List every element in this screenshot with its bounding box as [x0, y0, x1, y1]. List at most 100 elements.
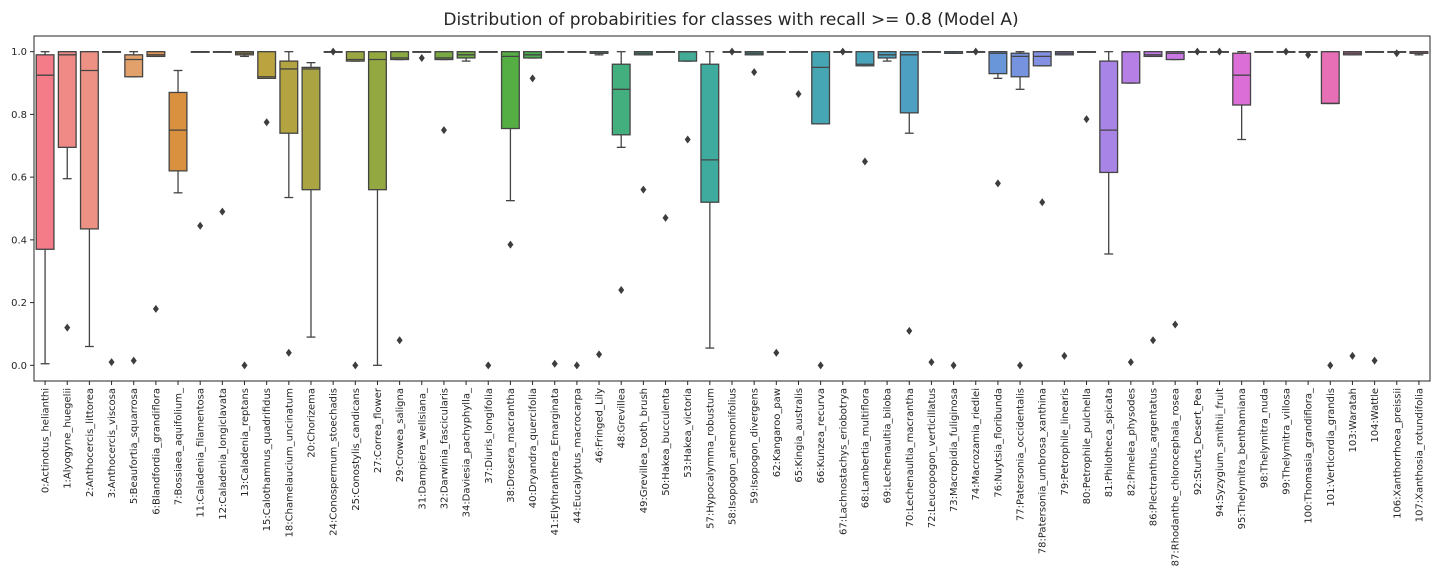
outlier-point — [839, 47, 846, 56]
y-tick-label: 0.4 — [11, 235, 27, 246]
box-iqr — [279, 60, 299, 134]
box-24 — [567, 51, 587, 370]
box-47 — [1077, 51, 1097, 124]
box-0 — [35, 51, 55, 365]
x-tick-label: 87:Rhodanthe_chlorocephala_rosea — [1171, 388, 1182, 566]
x-tick-label: 76:Nuytsia_floribunda — [993, 388, 1004, 498]
x-tick-label: 78:Patersonia_umbrosa_xanthina — [1038, 388, 1049, 554]
box-48 — [1099, 51, 1119, 255]
box-43 — [988, 51, 1008, 188]
box-iqr — [146, 51, 166, 58]
outlier-point — [1172, 320, 1179, 329]
x-tick-label: 38:Drosera_macrantha — [506, 388, 517, 503]
outlier-point — [906, 326, 913, 335]
y-tick-label: 0.0 — [11, 361, 27, 372]
x-tick-label: 106:Xanthorrhoea_preissii — [1392, 388, 1403, 519]
box-45 — [1032, 51, 1052, 207]
box-6 — [168, 69, 188, 194]
outlier-point — [1349, 351, 1356, 360]
box-20 — [478, 51, 498, 370]
box-25 — [589, 51, 609, 359]
outlier-point — [1127, 358, 1134, 367]
outlier-point — [64, 323, 71, 332]
box-36 — [833, 47, 853, 56]
outlier-point — [1371, 356, 1378, 365]
x-tick-label: 37:Diuris_longifolia — [484, 388, 495, 484]
x-tick-label: 58:Isopogon_anemonifolius — [728, 388, 739, 525]
box-5 — [146, 51, 166, 313]
outlier-point — [972, 47, 979, 56]
box-iqr — [678, 51, 698, 62]
box-iqr — [168, 91, 188, 172]
box-40 — [921, 51, 941, 367]
outlier-point — [507, 240, 514, 249]
box-iqr — [1121, 51, 1141, 84]
x-axis: 0:Actinotus_helianthi 1:Alyogyne_huegelii… — [41, 381, 1425, 566]
outlier-point — [861, 157, 868, 166]
x-tick-label: 69:Lechenaultia_biloba — [883, 388, 894, 504]
box-38 — [877, 51, 897, 62]
x-tick-label: 49:Grevillea_tooth_brush — [639, 388, 650, 513]
box-iqr — [1232, 52, 1252, 106]
box-59 — [1342, 51, 1362, 360]
x-tick-label: 92:Sturts_Desert_Pea — [1193, 388, 1204, 495]
outlier-point — [928, 358, 935, 367]
x-tick-label: 24:Conospermum_stoechadis — [329, 388, 340, 536]
x-tick-label: 0:Actinotus_helianthi — [41, 388, 52, 493]
x-tick-label: 70:Lechenaultia_macrantha — [905, 388, 916, 527]
x-tick-label: 77:Patersonia_occidentalis — [1016, 388, 1027, 521]
x-tick-label: 1:Alyogyne_huegelii — [63, 388, 74, 489]
x-tick-label: 11:Caladenia_filamentosa — [196, 388, 207, 518]
box-50 — [1143, 51, 1163, 345]
x-tick-label: 80:Petrophile_pulchella — [1082, 388, 1093, 504]
box-60 — [1365, 51, 1385, 365]
outlier-point — [418, 53, 425, 62]
axes-frame — [33, 35, 1431, 382]
outlier-point — [219, 207, 226, 216]
box-iqr — [434, 51, 454, 61]
outlier-point — [596, 350, 603, 359]
box-61 — [1387, 49, 1407, 58]
outlier-point — [551, 359, 558, 368]
box-12 — [301, 62, 321, 338]
x-tick-label: 95:Thelymitra_benthamiana — [1237, 388, 1248, 529]
x-tick-label: 12:Caladenia_longiclavata — [218, 388, 229, 520]
x-tick-label: 98:Thelymitra_nuda — [1259, 388, 1270, 488]
box-32 — [744, 51, 764, 77]
outlier-point — [640, 185, 647, 194]
outlier-point — [285, 348, 292, 357]
x-tick-label: 101:Verticordia_grandis — [1326, 388, 1337, 507]
outlier-point — [950, 361, 957, 370]
outlier-point — [1194, 47, 1201, 56]
box-23 — [545, 51, 565, 368]
box-30 — [700, 51, 720, 349]
outlier-point — [330, 47, 337, 56]
box-21 — [500, 51, 520, 249]
x-tick-label: 2:Anthocercis_littorea — [85, 388, 96, 497]
x-tick-label: 86:Plectranthus_argentatus — [1149, 388, 1160, 526]
box-iqr — [1320, 51, 1340, 105]
box-19 — [456, 51, 476, 62]
x-tick-label: 27:Correa_flower — [373, 387, 384, 473]
box-iqr — [1143, 51, 1163, 58]
x-tick-label: 40:Dryandra_quercifolia — [528, 388, 539, 508]
box-49 — [1121, 51, 1141, 367]
x-tick-label: 72:Leucopogon_verticillatus — [927, 388, 938, 528]
y-tick-label: 0.8 — [11, 110, 27, 121]
x-tick-label: 53:Hakea_victoria — [683, 388, 694, 478]
box-28 — [656, 51, 676, 222]
box-26 — [611, 51, 631, 295]
outlier-point — [485, 361, 492, 370]
x-tick-label: 57:Hypocalymma_robustum — [705, 388, 716, 529]
x-tick-label: 62:Kangaroo_paw — [772, 388, 783, 477]
box-iqr — [345, 51, 365, 62]
x-tick-label: 3:Anthocercis_viscosa — [107, 388, 118, 498]
box-iqr — [500, 51, 520, 130]
outlier-point — [152, 304, 159, 313]
box-iqr — [700, 63, 720, 203]
outlier-point — [1282, 47, 1289, 56]
box-iqr — [855, 51, 875, 67]
box-44 — [1010, 51, 1030, 370]
box-29 — [678, 51, 698, 144]
outlier-point — [1039, 198, 1046, 207]
